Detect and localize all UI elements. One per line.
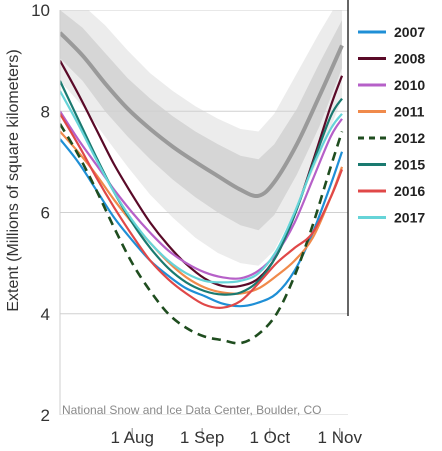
x-tick-label: 1 Aug — [110, 428, 154, 447]
y-tick-label: 6 — [41, 204, 50, 223]
y-tick-label: 4 — [41, 305, 50, 324]
credit-text: National Snow and Ice Data Center, Bould… — [62, 403, 321, 417]
x-tick-label: 1 Nov — [318, 428, 363, 447]
legend: 2007 2008 2010 2011 2012 2015 2016 2017 — [352, 12, 440, 234]
x-tick-label: 1 Sep — [180, 428, 224, 447]
legend-item-2011[interactable]: 2011 — [394, 104, 425, 120]
series-line-2007[interactable] — [60, 138, 344, 308]
legend-item-2007[interactable]: 2007 — [394, 24, 425, 40]
legend-item-2010[interactable]: 2010 — [394, 77, 425, 93]
legend-item-2016[interactable]: 2016 — [394, 183, 425, 199]
legend-background — [352, 12, 440, 234]
x-tick-label: 1 Oct — [249, 428, 290, 447]
legend-item-2008[interactable]: 2008 — [394, 51, 425, 67]
legend-item-2015[interactable]: 2015 — [394, 157, 425, 173]
plot-area — [60, 10, 348, 415]
series-line-2017[interactable] — [60, 90, 343, 284]
series-line-2012[interactable] — [60, 123, 344, 345]
y-axis-label: Extent (Millions of square kilometers) — [5, 49, 22, 311]
series-line-2011[interactable] — [60, 130, 344, 295]
axes: 2 4 6 8 10 1 Aug 1 Sep 1 Oct 1 Nov Extent (Millio… — [5, 0, 362, 447]
series-line-2016[interactable] — [60, 113, 344, 309]
legend-item-2017[interactable]: 2017 — [394, 210, 425, 226]
y-tick-label: 8 — [41, 102, 50, 121]
legend-item-2012[interactable]: 2012 — [394, 130, 425, 146]
median-line — [60, 31, 344, 199]
y-tick-label: 10 — [31, 1, 50, 20]
interquartile-band — [60, 10, 342, 231]
y-tick-label: 2 — [41, 406, 50, 425]
